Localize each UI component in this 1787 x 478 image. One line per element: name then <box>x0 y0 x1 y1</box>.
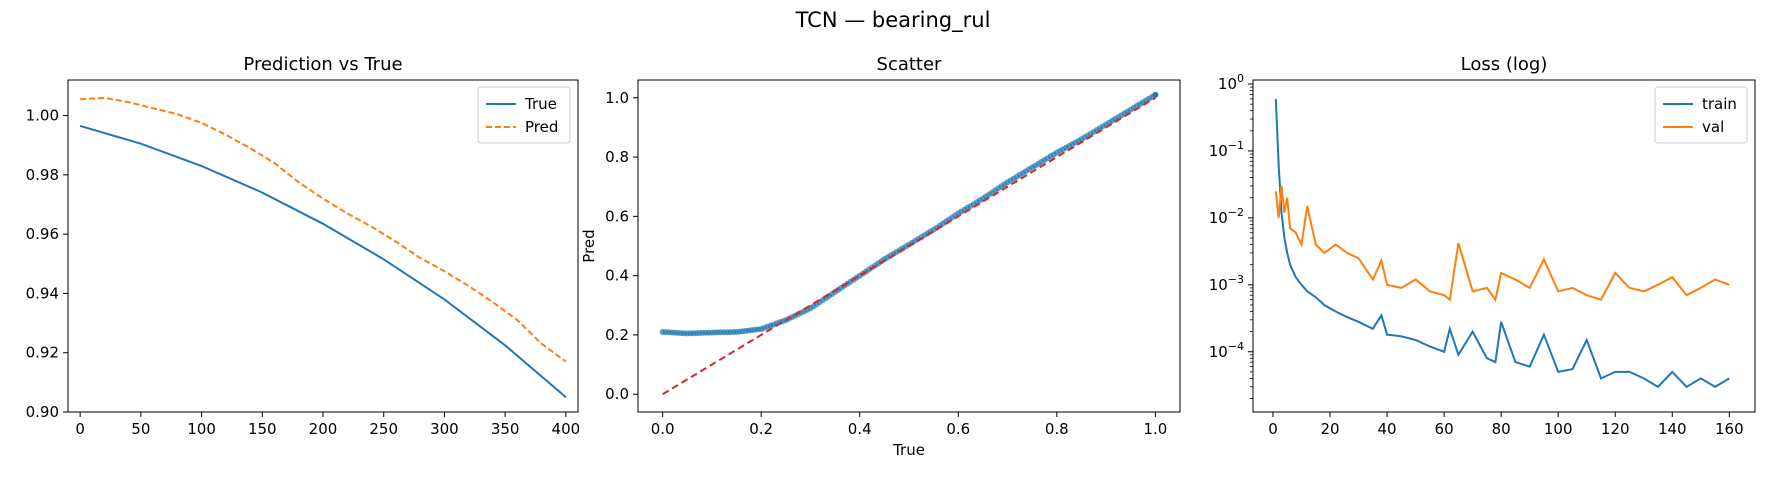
loss-xtick-label: 80 <box>1492 420 1511 438</box>
pred-ytick-label: 0.96 <box>26 225 59 243</box>
scatter-plot-frame <box>637 79 1181 413</box>
loss-plot-frame <box>1252 79 1756 413</box>
pred-ytick-label: 1.00 <box>26 107 59 125</box>
pred-ytick-label: 0.94 <box>26 284 59 302</box>
loss-xtick-label: 60 <box>1435 420 1454 438</box>
scatter-ytick-label: 0.8 <box>605 148 629 166</box>
pred-legend-label: True <box>524 95 557 113</box>
pred-ytick-label: 0.92 <box>26 344 59 362</box>
panel-loss-log: 0 20 40 60 80 100 120 140 160 10−4 10−3 10−2 10−1 100… <box>1209 54 1756 438</box>
loss-ytick-label: 10−2 <box>1209 206 1244 227</box>
figure-suptitle: TCN — bearing_rul <box>795 8 991 33</box>
pred-xtick-label: 200 <box>309 420 338 438</box>
scatter-xtick-label: 0.4 <box>848 420 872 438</box>
scatter-ytick-label: 0.4 <box>605 267 629 285</box>
pred-series-true <box>79 124 567 398</box>
pred-xtick-label: 100 <box>187 420 216 438</box>
loss-ytick-label: 10−1 <box>1209 139 1244 160</box>
pred-xtick-label: 50 <box>131 420 150 438</box>
scatter-xtick-label: 1.0 <box>1143 420 1167 438</box>
pred-legend <box>477 86 571 144</box>
panel-prediction-vs-true: 0 50 100 150 200 250 300 350 400 0.90 0.92 0.94 0.96… <box>26 54 581 438</box>
loss-legend <box>1654 86 1748 144</box>
loss-series-train <box>1274 98 1730 389</box>
pred-legend-label: Pred <box>525 118 558 136</box>
loss-ytick-label: 10−4 <box>1209 340 1244 361</box>
scatter-ytick-label: 0.2 <box>605 326 629 344</box>
pred-xtick-label: 300 <box>430 420 459 438</box>
loss-xtick-label: 160 <box>1715 420 1744 438</box>
scatter-xtick-label: 0.2 <box>749 420 773 438</box>
pred-xtick-label: 150 <box>248 420 277 438</box>
loss-title: Loss (log) <box>1461 54 1548 75</box>
scatter-xlabel: True <box>892 441 925 459</box>
loss-series-val <box>1274 185 1730 303</box>
loss-xtick-label: 120 <box>1601 420 1630 438</box>
loss-xtick-label: 100 <box>1544 420 1573 438</box>
pred-ytick-label: 0.90 <box>26 403 59 421</box>
scatter-xtick-label: 0.0 <box>651 420 675 438</box>
scatter-title: Scatter <box>877 54 943 75</box>
scatter-ytick-label: 1.0 <box>605 89 629 107</box>
loss-xtick-label: 140 <box>1658 420 1687 438</box>
panel-scatter: 0.0 0.2 0.4 0.6 0.8 1.0 0.0 0.2 0.4 0.6 0.8 1.0 Scat… <box>580 54 1181 459</box>
pred-series-pred <box>80 96 567 363</box>
pred-xtick-label: 250 <box>369 420 398 438</box>
scatter-xtick-label: 0.6 <box>946 420 970 438</box>
loss-xtick-label: 20 <box>1320 420 1339 438</box>
pred-title: Prediction vs True <box>243 54 402 75</box>
scatter-point <box>1152 91 1159 98</box>
scatter-ytick-label: 0.0 <box>605 385 629 403</box>
scatter-ytick-label: 0.6 <box>605 207 629 225</box>
loss-ytick-label: 10−3 <box>1209 273 1244 294</box>
loss-ytick-label: 100 <box>1218 72 1244 93</box>
scatter-reference-line <box>662 96 1156 396</box>
scatter-ylabel: Pred <box>580 229 598 262</box>
loss-xtick-label: 0 <box>1268 420 1278 438</box>
loss-legend-label: val <box>1702 118 1724 136</box>
pred-xtick-label: 0 <box>75 420 85 438</box>
pred-xtick-label: 400 <box>552 420 581 438</box>
loss-legend-label: train <box>1702 95 1737 113</box>
pred-xtick-label: 350 <box>491 420 520 438</box>
pred-ytick-label: 0.98 <box>26 166 59 184</box>
loss-xtick-label: 40 <box>1378 420 1397 438</box>
scatter-xtick-label: 0.8 <box>1045 420 1069 438</box>
